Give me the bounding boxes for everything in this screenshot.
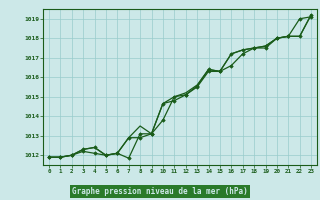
Text: Graphe pression niveau de la mer (hPa): Graphe pression niveau de la mer (hPa) [72,187,248,196]
